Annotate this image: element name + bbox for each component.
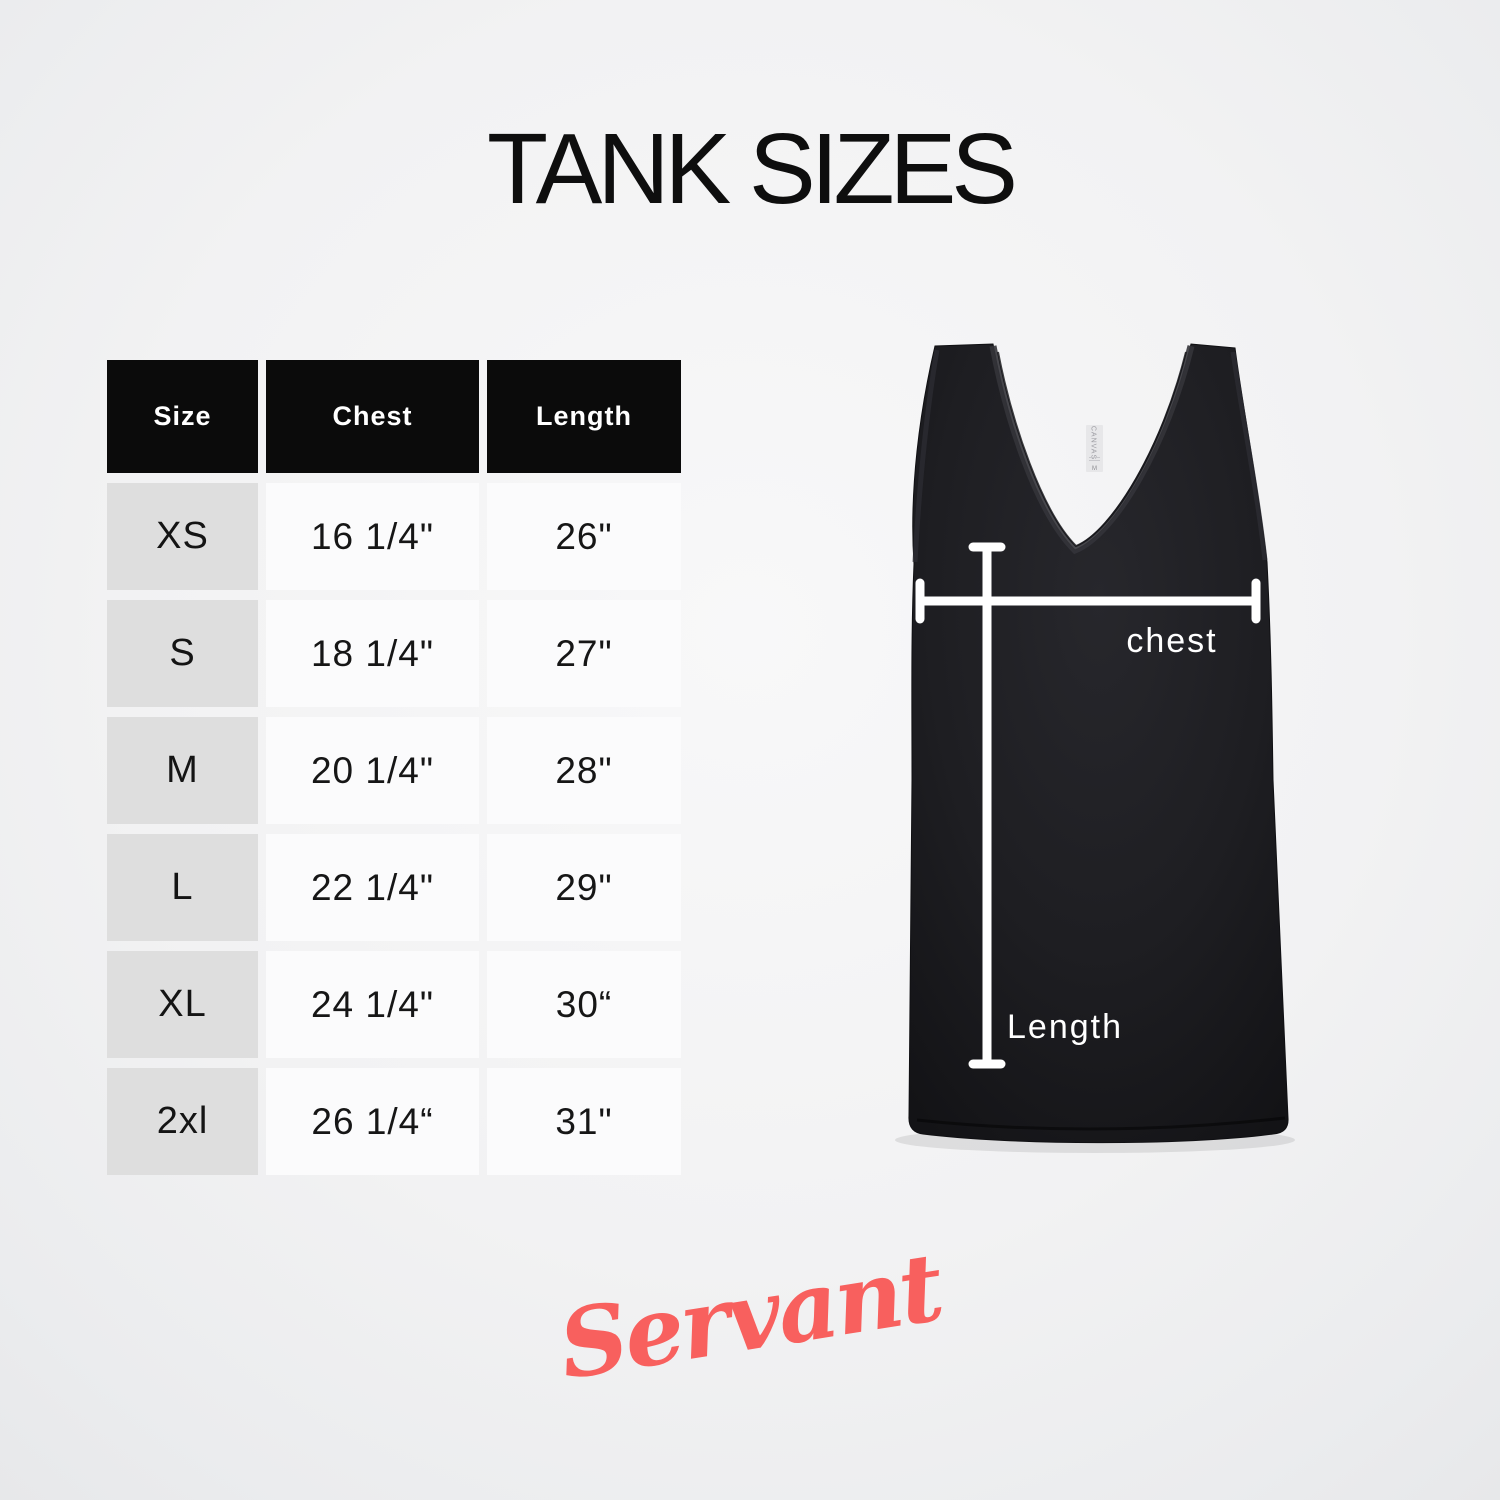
table-header-length: Length	[487, 360, 681, 473]
table-header-size: Size	[107, 360, 258, 473]
chest-cell: 18 1/4"	[266, 600, 479, 707]
chest-measure-line	[915, 578, 1261, 624]
hem-seam	[916, 1116, 1286, 1131]
page-title: TANK SIZES	[486, 113, 1018, 225]
length-cell: 26"	[487, 483, 681, 590]
length-label: Length	[1007, 1008, 1123, 1046]
length-cell: 27"	[487, 600, 681, 707]
chest-cell: 22 1/4"	[266, 834, 479, 941]
size-cell: L	[107, 834, 258, 941]
right-armhole-rib	[1230, 351, 1268, 561]
tank-figure: CANVAS M chest Length	[895, 343, 1295, 1153]
garment-tag-size: M	[1092, 466, 1097, 472]
chest-cell: 24 1/4"	[266, 951, 479, 1058]
size-cell: M	[107, 717, 258, 824]
chest-label: chest	[1126, 622, 1217, 660]
size-cell: XS	[107, 483, 258, 590]
neckline-rib	[989, 345, 1195, 555]
garment-tag-brand: CANVAS	[1090, 426, 1097, 460]
size-cell: XL	[107, 951, 258, 1058]
chest-cell: 20 1/4"	[266, 717, 479, 824]
size-cell: 2xl	[107, 1068, 258, 1175]
chest-cell: 26 1/4“	[266, 1068, 479, 1175]
chest-cell: 16 1/4"	[266, 483, 479, 590]
table-header-chest: Chest	[266, 360, 479, 473]
left-armhole-rib	[912, 349, 940, 563]
neckline-seam	[997, 351, 1187, 548]
garment-tag: CANVAS M	[1086, 425, 1103, 472]
size-table: Size Chest Length XS 16 1/4" 26" S 18 1/…	[107, 360, 681, 1175]
size-cell: S	[107, 600, 258, 707]
length-cell: 31"	[487, 1068, 681, 1175]
length-cell: 28"	[487, 717, 681, 824]
length-cell: 29"	[487, 834, 681, 941]
length-measure-line	[968, 542, 1006, 1069]
brand-logo: Servant	[551, 1232, 948, 1402]
length-cell: 30“	[487, 951, 681, 1058]
